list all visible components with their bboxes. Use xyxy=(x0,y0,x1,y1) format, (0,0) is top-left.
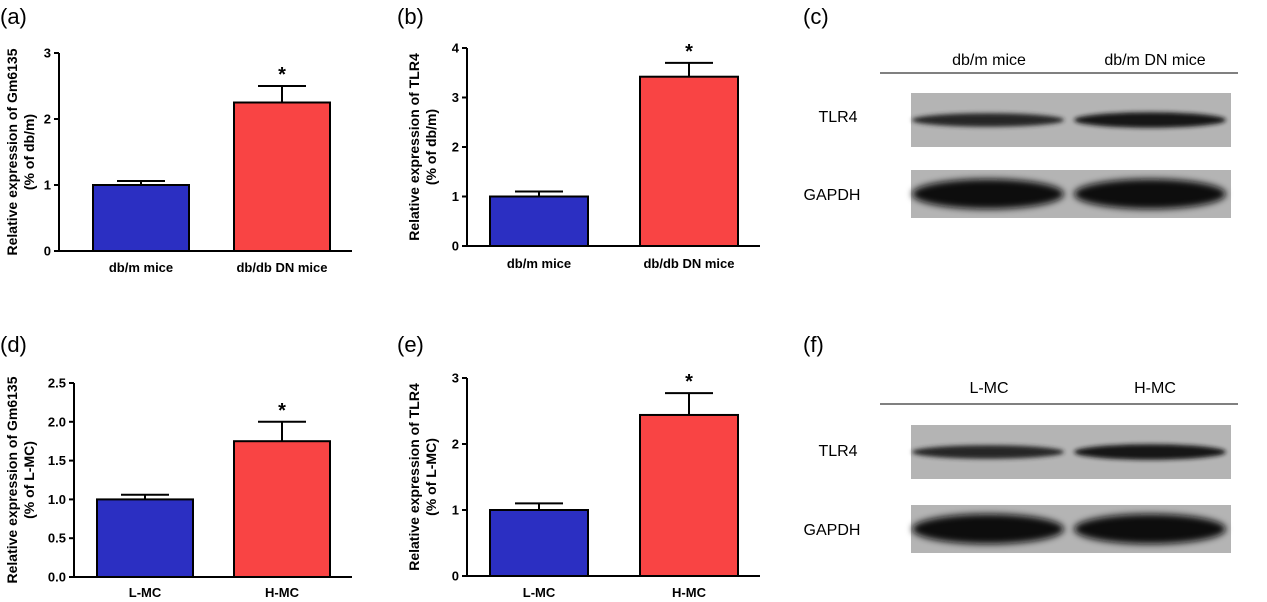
panel-label-c: (c) xyxy=(803,4,829,29)
y-tick-label: 0 xyxy=(452,239,459,254)
y-tick-label: 4 xyxy=(452,41,460,56)
y-tick-label: 1.5 xyxy=(48,453,66,468)
bar xyxy=(489,509,589,577)
bar xyxy=(489,195,589,247)
category-label: H-MC xyxy=(672,585,707,600)
y-tick-label: 2 xyxy=(44,112,51,127)
panel-label-b: (b) xyxy=(397,4,424,29)
blot-band xyxy=(1074,514,1226,544)
blot-band xyxy=(1074,112,1226,128)
significance-marker: * xyxy=(278,64,286,86)
y-tick-label: 2 xyxy=(452,140,459,155)
y-tick-label: 0 xyxy=(44,244,51,259)
significance-marker: * xyxy=(685,371,693,393)
y-axis-label: (% of db/m) xyxy=(423,109,439,185)
y-tick-label: 2 xyxy=(452,437,459,452)
blot-band xyxy=(912,179,1064,209)
bar xyxy=(639,75,739,247)
panel-label-f: (f) xyxy=(803,332,824,357)
blot-row-label: TLR4 xyxy=(818,443,857,460)
significance-marker: * xyxy=(685,41,693,63)
category-label: L-MC xyxy=(129,585,162,600)
blot-column-label: db/m mice xyxy=(952,52,1026,69)
chart-a: 0 1 2 3 Relative expression of Gm6135 (% of d… xyxy=(4,46,352,275)
y-tick-label: 2.0 xyxy=(48,414,66,429)
y-tick-label: 3 xyxy=(44,46,51,61)
category-label: db/m mice xyxy=(109,260,173,275)
y-axis-label: (% of db/m) xyxy=(21,114,37,190)
blot-band xyxy=(912,514,1064,544)
panel-label-a: (a) xyxy=(0,4,27,29)
y-tick-label: 3 xyxy=(452,371,459,386)
panel-label-e: (e) xyxy=(397,332,424,357)
bar xyxy=(96,498,194,578)
category-label: H-MC xyxy=(265,585,300,600)
y-tick-label: 1.0 xyxy=(48,492,66,507)
chart-b: 0 1 2 3 4 Relative expression of TLR4 (% of db… xyxy=(406,41,760,271)
blot-band xyxy=(1074,179,1226,209)
blot-band xyxy=(912,445,1064,459)
y-tick-label: 1 xyxy=(452,503,459,518)
chart-e: 0 1 2 3 Relative expression of TLR4 (% of L-M… xyxy=(406,371,760,600)
blot-row-label: GAPDH xyxy=(804,187,861,204)
y-tick-label: 0 xyxy=(452,569,459,584)
y-tick-label: 1 xyxy=(44,178,51,193)
western-blot-c: db/m mice db/m DN mice TLR4 GAPDH xyxy=(804,52,1238,218)
y-axis-label: (% of L-MC) xyxy=(21,441,37,519)
y-tick-label: 0.5 xyxy=(48,531,66,546)
y-tick-label: 2.5 xyxy=(48,376,66,391)
chart-d: 0.0 0.5 1.0 1.5 2.0 2.5 Relative expression of… xyxy=(4,376,352,600)
panel-label-d: (d) xyxy=(0,332,27,357)
bar xyxy=(92,184,190,252)
y-tick-label: 1 xyxy=(452,189,459,204)
y-axis-label: Relative expression of Gm6135 xyxy=(4,48,20,255)
blot-row-label: TLR4 xyxy=(818,109,857,126)
y-axis-label: Relative expression of Gm6135 xyxy=(4,376,20,583)
y-axis-label: (% of L-MC) xyxy=(423,438,439,516)
bar xyxy=(639,413,739,577)
western-blot-f: L-MC H-MC TLR4 GAPDH xyxy=(804,380,1238,553)
bar xyxy=(233,101,331,252)
significance-marker: * xyxy=(278,400,286,422)
y-axis-label: Relative expression of TLR4 xyxy=(406,383,422,571)
blot-column-label: db/m DN mice xyxy=(1104,52,1205,69)
category-label: db/db DN mice xyxy=(643,256,734,271)
y-tick-label: 3 xyxy=(452,90,459,105)
blot-band xyxy=(1074,444,1226,460)
blot-column-label: H-MC xyxy=(1134,380,1176,397)
category-label: db/m mice xyxy=(507,256,571,271)
bar xyxy=(233,440,331,579)
category-label: L-MC xyxy=(523,585,556,600)
blot-column-label: L-MC xyxy=(969,380,1008,397)
blot-row-label: GAPDH xyxy=(804,522,861,539)
y-tick-label: 0.0 xyxy=(48,570,66,585)
blot-band xyxy=(912,113,1064,127)
category-label: db/db DN mice xyxy=(236,260,327,275)
y-axis-label: Relative expression of TLR4 xyxy=(406,53,422,241)
